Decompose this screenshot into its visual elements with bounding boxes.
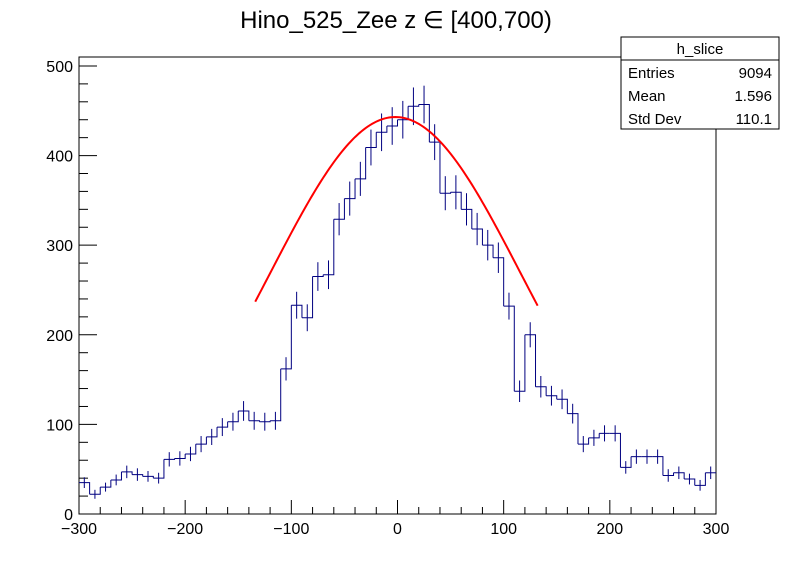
histogram-bin (503, 305, 515, 392)
histogram-bin (238, 410, 250, 421)
stats-mean-label: Mean (628, 88, 666, 105)
x-tick-label: 100 (490, 521, 517, 538)
histogram-bin (270, 368, 282, 422)
y-tick-label: 200 (46, 328, 73, 345)
histogram-bin (174, 453, 186, 459)
histogram-bin (609, 432, 621, 468)
histogram-bin (195, 436, 207, 445)
histogram-bin (79, 482, 91, 495)
x-tick-label: 300 (703, 521, 730, 538)
histogram-bin (110, 471, 122, 481)
stats-entries-value: 9094 (739, 65, 772, 82)
histogram-bin (588, 433, 600, 439)
x-tick-label: −200 (167, 521, 203, 538)
histogram-bin (344, 178, 356, 200)
histogram-bin (100, 479, 112, 488)
histogram-bin (567, 413, 579, 445)
histogram-bin (206, 427, 218, 438)
x-tick-label: 200 (596, 521, 623, 538)
histogram-bin (386, 119, 398, 127)
histogram-bin (546, 395, 558, 400)
histogram-bin (248, 420, 260, 422)
histogram-bin (323, 219, 335, 276)
stats-stddev-value: 110.1 (736, 111, 772, 128)
histogram-bin (355, 147, 367, 180)
y-tick-label: 100 (46, 417, 73, 434)
stats-box-frame (620, 36, 780, 130)
histogram-bin (121, 471, 133, 475)
histogram-bin (694, 472, 706, 486)
stats-box-title: h_slice (677, 41, 724, 58)
axis-ticks: −300 −200 −100 0 100 200 300 0 100 200 300 400 500 (46, 59, 729, 538)
y-tick-label: 400 (46, 149, 73, 166)
histogram-bin (217, 421, 229, 428)
histogram-bin (577, 437, 590, 445)
histogram-bin (662, 472, 675, 476)
error-bars (83, 85, 712, 499)
histogram-bin (408, 104, 420, 107)
histogram-bin (418, 103, 430, 143)
histogram-bin (185, 444, 197, 455)
fit-curve (254, 116, 539, 307)
histogram-bin (291, 304, 303, 318)
histogram-bin (333, 198, 345, 220)
histogram-bin (312, 274, 324, 278)
gaussian-fit (254, 116, 539, 307)
x-tick-label: 0 (393, 521, 402, 538)
histogram-bin (376, 125, 388, 133)
histogram-bin (439, 192, 452, 194)
histogram-bin (450, 191, 462, 210)
histogram-bin (652, 456, 664, 476)
stats-mean-value: 1.596 (734, 88, 772, 105)
histogram-bin (482, 244, 494, 258)
histogram-bin (227, 410, 239, 423)
y-tick-label: 0 (64, 507, 73, 524)
stats-stddev-label: Std Dev (628, 111, 682, 128)
histogram-bin (365, 132, 377, 149)
stats-box: h_slice Entries 9094 Mean 1.596 Std Dev … (620, 36, 780, 130)
x-tick-label: −300 (61, 521, 97, 538)
histogram-bin (620, 456, 632, 468)
stats-entries-label: Entries (628, 65, 675, 82)
histogram-bin (89, 487, 101, 495)
histogram-bin (524, 334, 537, 387)
histogram-bars (79, 103, 716, 495)
histogram-bin (535, 386, 547, 396)
x-tick-label: −100 (273, 521, 309, 538)
chart-title: Hino_525_Zee z ∈ [400,700) (240, 7, 552, 34)
histogram-bin (301, 276, 314, 319)
histogram-bin (673, 472, 685, 480)
histogram-bin (153, 459, 165, 479)
histogram-bin (514, 334, 526, 392)
y-tick-label: 500 (46, 59, 73, 76)
histogram-bin (132, 474, 144, 477)
histogram-bin (493, 257, 505, 307)
histogram-bin (461, 208, 473, 230)
histogram-bin (556, 398, 568, 414)
y-tick-label: 300 (46, 238, 73, 255)
histogram-bin (142, 475, 154, 479)
histogram-bin (684, 478, 696, 486)
histogram-bin (471, 228, 483, 246)
histogram-bin (280, 305, 292, 370)
